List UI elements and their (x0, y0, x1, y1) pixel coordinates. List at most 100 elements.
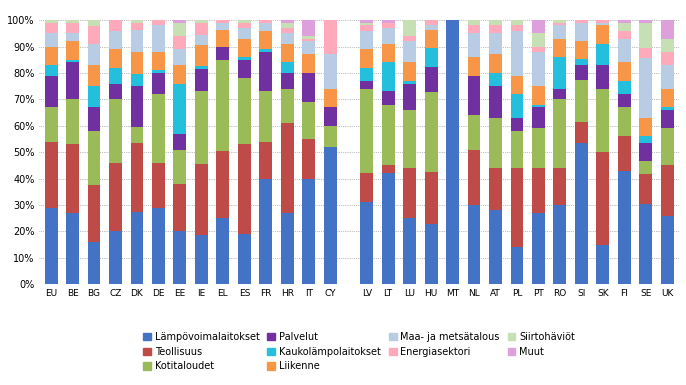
Bar (510, 131, 523, 168)
Bar (618, 81, 630, 94)
Bar (174, 134, 187, 149)
Bar (425, 25, 438, 30)
Bar (381, 20, 394, 23)
Bar (66, 41, 79, 60)
Bar (532, 47, 545, 52)
Bar (238, 38, 251, 57)
Bar (425, 172, 438, 224)
Bar (174, 20, 187, 23)
Bar (381, 105, 394, 166)
Bar (130, 23, 143, 30)
Bar (446, 20, 459, 284)
Bar (510, 20, 523, 25)
Bar (532, 86, 545, 105)
Bar (468, 75, 480, 115)
Bar (575, 80, 588, 122)
Bar (639, 136, 652, 143)
Bar (489, 20, 502, 25)
Bar (403, 20, 416, 36)
Bar (532, 107, 545, 129)
Bar (281, 23, 294, 28)
Bar (403, 36, 416, 41)
Bar (468, 20, 480, 25)
Bar (661, 166, 674, 216)
Bar (618, 38, 630, 62)
Bar (45, 208, 58, 284)
Bar (152, 208, 165, 284)
Bar (109, 20, 122, 31)
Bar (88, 26, 100, 44)
Bar (88, 185, 100, 242)
Bar (381, 23, 394, 28)
Bar (238, 57, 251, 60)
Bar (281, 44, 294, 62)
Bar (618, 62, 630, 81)
Bar (174, 36, 187, 49)
Bar (403, 168, 416, 218)
Bar (109, 163, 122, 231)
Bar (468, 115, 480, 149)
Bar (360, 31, 373, 49)
Bar (554, 89, 567, 99)
Bar (45, 33, 58, 47)
Bar (489, 33, 502, 54)
Bar (130, 74, 143, 86)
Bar (88, 107, 100, 131)
Bar (596, 244, 609, 284)
Bar (639, 118, 652, 136)
Bar (45, 142, 58, 208)
Bar (618, 171, 630, 284)
Bar (130, 30, 143, 52)
Bar (554, 57, 567, 89)
Bar (174, 149, 187, 184)
Bar (532, 168, 545, 213)
Bar (618, 94, 630, 107)
Bar (45, 107, 58, 142)
Bar (618, 136, 630, 171)
Bar (596, 65, 609, 89)
Bar (425, 67, 438, 92)
Bar (360, 23, 373, 25)
Bar (238, 234, 251, 284)
Bar (109, 231, 122, 284)
Bar (596, 89, 609, 152)
Bar (324, 126, 337, 147)
Bar (216, 60, 229, 151)
Bar (639, 23, 652, 48)
Bar (403, 41, 416, 62)
Bar (360, 203, 373, 284)
Bar (259, 52, 272, 92)
Bar (216, 218, 229, 284)
Bar (618, 23, 630, 31)
Bar (596, 25, 609, 44)
Bar (281, 20, 294, 23)
Bar (510, 168, 523, 247)
Bar (238, 28, 251, 38)
Bar (109, 49, 122, 68)
Bar (281, 62, 294, 73)
Bar (66, 20, 79, 23)
Bar (639, 143, 652, 161)
Bar (238, 144, 251, 234)
Bar (554, 20, 567, 23)
Bar (259, 179, 272, 284)
Bar (195, 235, 208, 284)
Bar (425, 30, 438, 48)
Bar (66, 33, 79, 41)
Bar (109, 99, 122, 163)
Bar (403, 81, 416, 84)
Bar (360, 68, 373, 81)
Bar (403, 84, 416, 110)
Bar (130, 143, 143, 212)
Bar (554, 99, 567, 168)
Bar (152, 70, 165, 73)
Bar (661, 20, 674, 38)
Bar (639, 161, 652, 174)
Bar (281, 213, 294, 284)
Bar (554, 38, 567, 57)
Bar (425, 20, 438, 25)
Bar (324, 147, 337, 284)
Bar (324, 89, 337, 107)
Bar (88, 65, 100, 86)
Bar (489, 168, 502, 210)
